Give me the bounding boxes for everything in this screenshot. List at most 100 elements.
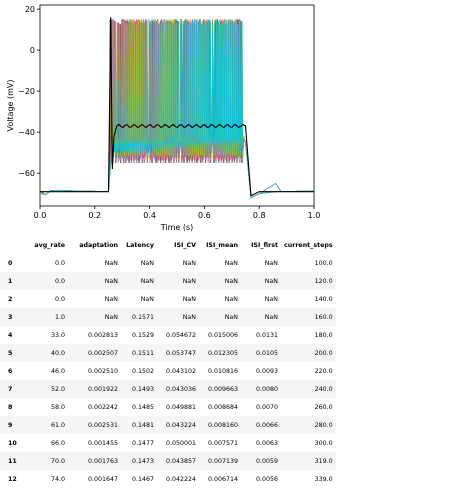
row-index: 11 — [0, 452, 31, 470]
table-cell: 140.0 — [314, 295, 333, 303]
x-tick-label: 0.2 — [88, 211, 101, 220]
table-cell: 0.1571 — [121, 308, 157, 326]
table-row: 11 70.0 0.001763 0.1473 0.043857 0.007139 0.00… — [0, 452, 336, 470]
table-cell: 0.0 — [54, 295, 65, 303]
voltage-trace — [39, 19, 315, 199]
x-tick-label: 0.0 — [34, 211, 47, 220]
index-header — [0, 236, 31, 254]
column-header: current_steps — [284, 241, 333, 249]
table-body: 0 0.0 NaN NaN NaN NaN NaN 100.0 1 0.0 NaN NaN NaN NaN… — [0, 254, 336, 488]
table-cell: 0.0059 — [241, 452, 281, 470]
table-cell: NaN — [199, 272, 241, 290]
table-cell: 33.0 — [50, 331, 65, 339]
table-cell: 0.1467 — [131, 475, 154, 483]
table-cell: NaN — [182, 295, 196, 303]
row-index: 0 — [8, 259, 13, 267]
table-cell: NaN — [68, 308, 121, 326]
voltage-trace-plot: 0.0 0.2 0.4 0.6 0.8 1.0 20 0 −20 −40 −60 Time (s)… — [6, 4, 321, 232]
y-axis-label: Voltage (mV) — [6, 79, 15, 131]
table-cell: 0.1511 — [121, 344, 157, 362]
row-index: 3 — [0, 308, 31, 326]
table-cell: 0.049881 — [165, 403, 196, 411]
table-cell: 0.0 — [54, 259, 65, 267]
table-cell: 0.1493 — [121, 380, 157, 398]
x-tick-label: 0.4 — [143, 211, 156, 220]
table-cell: 100.0 — [314, 259, 333, 267]
table-cell: NaN — [241, 308, 281, 326]
table-cell: 0.1473 — [121, 452, 157, 470]
table-cell: NaN — [157, 272, 199, 290]
table-row: 5 40.0 0.002507 0.1511 0.053747 0.012305 0.010… — [0, 344, 336, 362]
table-cell: NaN — [224, 295, 238, 303]
table-header-row: avg_rate adaptation Latency ISI_CV ISI_m… — [0, 236, 336, 254]
column-header: ISI_first — [251, 241, 278, 249]
table-cell: 0.002507 — [68, 344, 121, 362]
table-cell: NaN — [224, 259, 238, 267]
table-cell: 280.0 — [281, 416, 336, 434]
table-cell: NaN — [68, 272, 121, 290]
table-cell: 0.010816 — [207, 367, 238, 375]
table-cell: 0.0 — [31, 272, 68, 290]
table-cell: NaN — [104, 259, 118, 267]
table-cell: NaN — [182, 259, 196, 267]
column-header: ISI_mean — [206, 241, 238, 249]
table-cell: 0.0131 — [255, 331, 278, 339]
table-cell: 0.043102 — [165, 367, 196, 375]
table-cell: 0.0066 — [241, 416, 281, 434]
voltage-traces — [39, 17, 315, 199]
table-row: 7 52.0 0.001922 0.1493 0.043036 0.009663 0.008… — [0, 380, 336, 398]
table-cell: 0.001763 — [68, 452, 121, 470]
table-cell: 0.043036 — [157, 380, 199, 398]
table-cell: 300.0 — [314, 439, 333, 447]
table-row: 9 61.0 0.002531 0.1481 0.043224 0.008160 0.006… — [0, 416, 336, 434]
x-axis-ticks: 0.0 0.2 0.4 0.6 0.8 1.0 — [34, 206, 321, 220]
table-cell: 0.006714 — [207, 475, 238, 483]
table-cell: 70.0 — [31, 452, 68, 470]
table-cell: NaN — [140, 295, 154, 303]
table-cell: 0.1481 — [121, 416, 157, 434]
table-cell: 240.0 — [281, 380, 336, 398]
table-cell: NaN — [140, 259, 154, 267]
row-index: 8 — [8, 403, 13, 411]
table-cell: 0.001922 — [68, 380, 121, 398]
table-cell: NaN — [264, 259, 278, 267]
y-tick-label: −60 — [18, 169, 35, 178]
table-cell: 0.001647 — [87, 475, 118, 483]
table-cell: 46.0 — [50, 367, 65, 375]
table-cell: NaN — [199, 308, 241, 326]
column-header: Latency — [126, 241, 154, 249]
table-cell: 0.050001 — [165, 439, 196, 447]
table-cell: 0.007139 — [199, 452, 241, 470]
row-index: 6 — [8, 367, 13, 375]
table-cell: 180.0 — [314, 331, 333, 339]
table-cell: 260.0 — [314, 403, 333, 411]
table-cell: 0.043224 — [157, 416, 199, 434]
table-cell: 0.0080 — [241, 380, 281, 398]
x-tick-label: 0.6 — [198, 211, 211, 220]
results-dataframe: avg_rate adaptation Latency ISI_CV ISI_m… — [0, 236, 474, 488]
table-cell: 200.0 — [281, 344, 336, 362]
table-cell: 339.0 — [314, 475, 333, 483]
row-index: 12 — [8, 475, 17, 483]
x-tick-label: 1.0 — [308, 211, 321, 220]
table-cell: 0.053747 — [157, 344, 199, 362]
table-cell: NaN — [241, 272, 281, 290]
table-cell: 0.042224 — [165, 475, 196, 483]
table-cell: 0.002242 — [87, 403, 118, 411]
row-index: 7 — [0, 380, 31, 398]
table-row: 0 0.0 NaN NaN NaN NaN NaN 100.0 — [0, 254, 336, 272]
table-cell: 74.0 — [50, 475, 65, 483]
table-cell: 0.007571 — [207, 439, 238, 447]
column-header: adaptation — [79, 241, 118, 249]
table-row: 3 1.0 NaN 0.1571 NaN NaN NaN 160.0 — [0, 308, 336, 326]
table-row: 12 74.0 0.001647 0.1467 0.042224 0.006714 0.00… — [0, 470, 336, 488]
row-index: 10 — [8, 439, 17, 447]
table-cell: 0.002510 — [87, 367, 118, 375]
table-cell: 160.0 — [281, 308, 336, 326]
y-axis-ticks: 20 0 −20 −40 −60 — [18, 5, 40, 178]
row-index: 5 — [0, 344, 31, 362]
y-tick-label: 0 — [30, 46, 35, 55]
row-index: 1 — [0, 272, 31, 290]
table-cell: 40.0 — [31, 344, 68, 362]
table-cell: 0.008684 — [207, 403, 238, 411]
